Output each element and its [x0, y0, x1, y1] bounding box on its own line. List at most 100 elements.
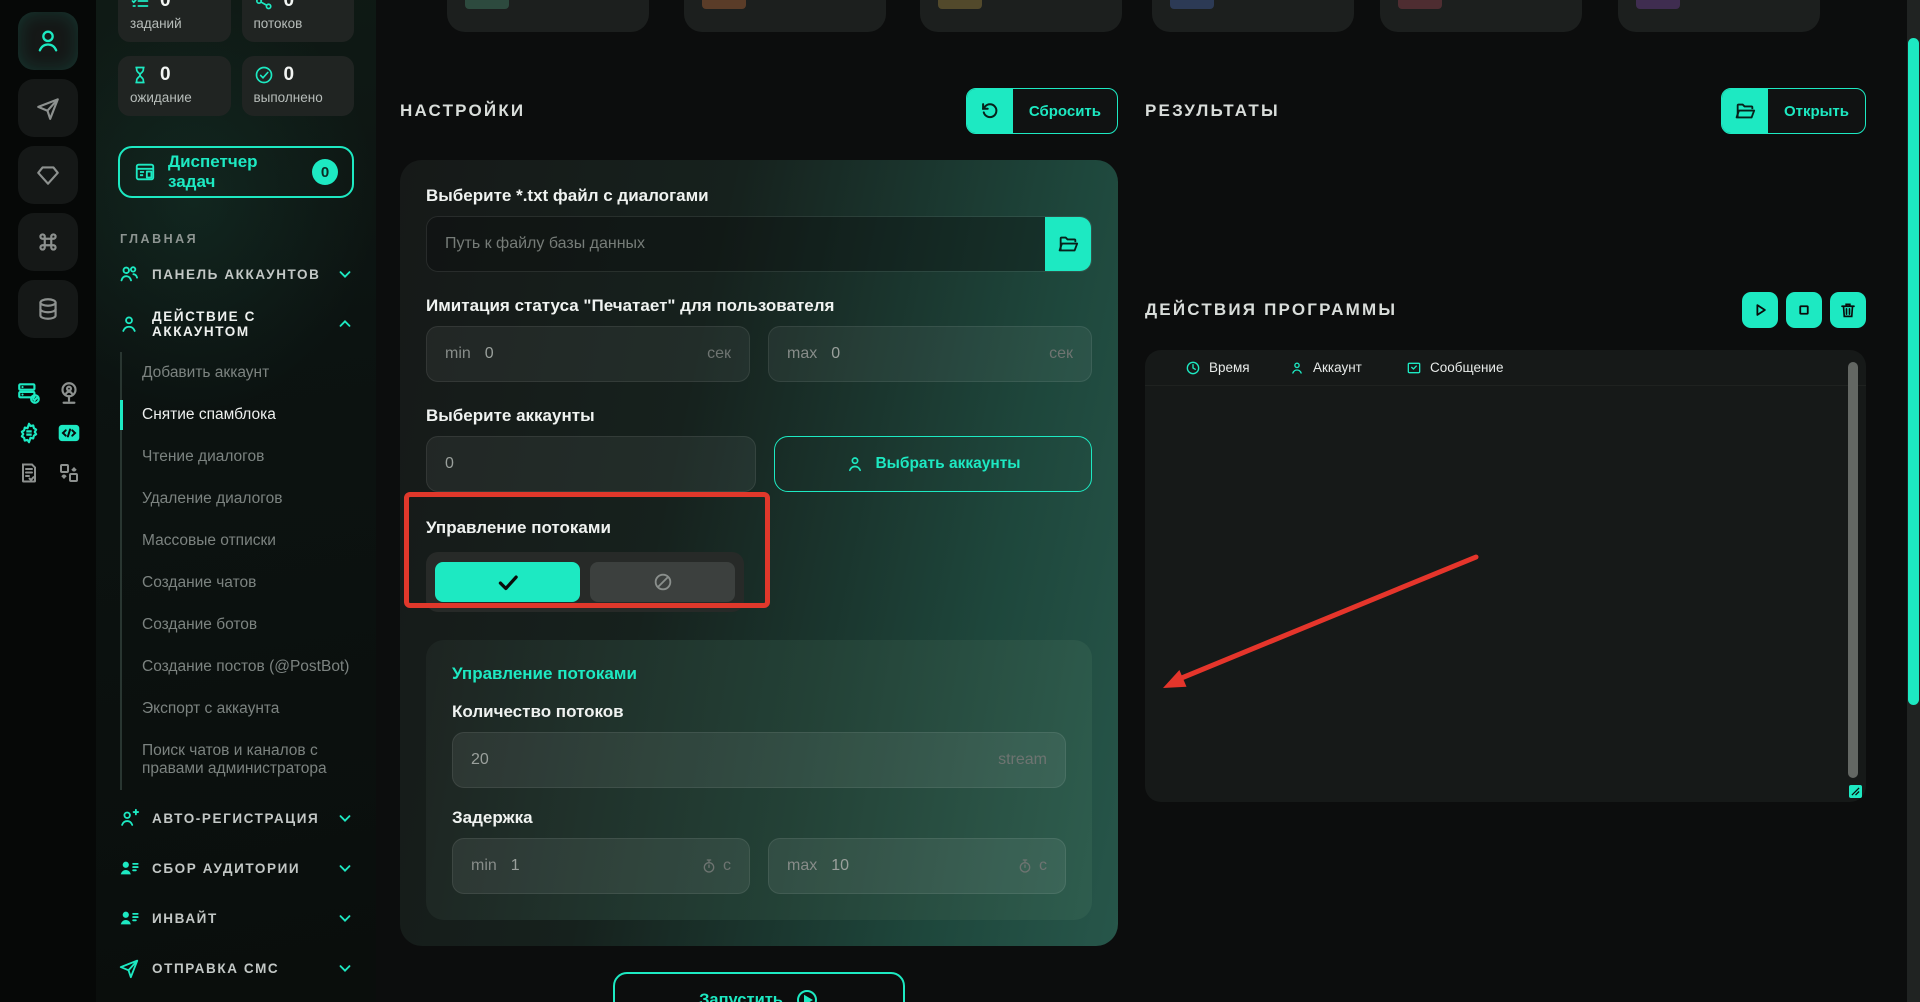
- log-column-time: Время: [1185, 360, 1289, 376]
- log-clear-button[interactable]: [1830, 292, 1866, 328]
- submenu-item-export-account[interactable]: Экспорт с аккаунта: [142, 700, 280, 717]
- user-icon: [34, 27, 62, 55]
- log-resize-handle[interactable]: [1849, 785, 1862, 798]
- rail-database-button[interactable]: [18, 280, 78, 338]
- stat-label: выполнено: [253, 90, 323, 105]
- log-table-header: Время Аккаунт Сообщение: [1145, 350, 1866, 386]
- delay-min-input[interactable]: min 1 с: [452, 838, 750, 894]
- sidebar-group-auto-registration[interactable]: АВТО-РЕГИСТРАЦИЯ: [118, 796, 354, 840]
- code-window-icon[interactable]: [52, 418, 86, 448]
- stat-card-done: 0 выполнено: [241, 56, 354, 116]
- card-tab: [702, 0, 746, 9]
- log-scrollbar-thumb[interactable]: [1848, 362, 1858, 778]
- page-scrollbar-thumb[interactable]: [1908, 38, 1919, 705]
- threads-count-label: Количество потоков: [452, 702, 624, 721]
- submenu-item-create-posts[interactable]: Создание постов (@PostBot): [142, 658, 350, 675]
- run-button[interactable]: Запустить: [613, 972, 905, 1002]
- results-section: РЕЗУЛЬТАТЫ Открыть ДЕЙСТВИЯ ПРОГРАММЫ: [1145, 88, 1866, 802]
- command-icon: [35, 229, 61, 255]
- log-play-button[interactable]: [1742, 292, 1778, 328]
- task-list-icon: [130, 0, 150, 11]
- sidebar-group-accounts-panel[interactable]: ПАНЕЛЬ АККАУНТОВ: [118, 252, 354, 296]
- stat-value: 0: [283, 64, 295, 85]
- file-field-label: Выберите *.txt файл с диалогами: [426, 186, 709, 205]
- select-accounts-button[interactable]: Выбрать аккаунты: [774, 436, 1092, 492]
- browse-file-button[interactable]: [1045, 217, 1091, 271]
- min-value: 0: [484, 345, 494, 362]
- typing-max-input[interactable]: max 0 сек: [768, 326, 1092, 382]
- rail-send-button[interactable]: [18, 79, 78, 137]
- rotate-ccw-icon: [966, 89, 1013, 133]
- swap-icon[interactable]: [52, 458, 86, 488]
- rail-accounts-button[interactable]: [18, 12, 78, 70]
- reset-label: Сбросить: [1028, 102, 1101, 120]
- threads-count-input[interactable]: 20 stream: [452, 732, 1066, 788]
- file-path-input[interactable]: [427, 217, 1045, 271]
- folder-icon: [1721, 89, 1768, 133]
- log-stop-button[interactable]: [1786, 292, 1822, 328]
- stream-suffix: stream: [998, 751, 1047, 768]
- submenu-item-spamblock-removal[interactable]: Снятие спамблока: [120, 394, 354, 436]
- submenu-item-add-account[interactable]: Добавить аккаунт: [142, 364, 270, 381]
- threads-panel-title: Управление потоками: [452, 664, 637, 683]
- sidebar-group-label: ДЕЙСТВИЕ С АККАУНТОМ: [152, 309, 256, 339]
- diamond-icon: [35, 162, 61, 188]
- stat-value: 0: [283, 0, 295, 11]
- gear-icon[interactable]: [12, 418, 46, 448]
- sidebar-group-audience-collect[interactable]: СБОР АУДИТОРИИ: [118, 846, 354, 890]
- log-column-label: Время: [1209, 360, 1250, 375]
- seconds-suffix: сек: [1049, 345, 1073, 362]
- delay-label: Задержка: [452, 808, 533, 827]
- reset-button[interactable]: Сбросить: [965, 88, 1118, 134]
- submenu-item-delete-dialogs[interactable]: Удаление диалогов: [142, 490, 283, 507]
- task-manager-label: Диспетчер задач: [168, 152, 258, 191]
- threads-toggle-on[interactable]: [435, 562, 580, 602]
- submenu-item-mass-unsubscribe[interactable]: Массовые отписки: [142, 532, 276, 549]
- nav-section-label: ГЛАВНАЯ: [120, 232, 199, 246]
- user-icon: [845, 454, 865, 474]
- database-icon: [35, 296, 61, 322]
- submenu-item-create-bots[interactable]: Создание ботов: [142, 616, 258, 633]
- sidebar-group-label: ОТПРАВКА СМС: [152, 960, 280, 976]
- threads-toggle-off[interactable]: [590, 562, 735, 602]
- open-results-button[interactable]: Открыть: [1720, 88, 1866, 134]
- folder-icon: [1057, 233, 1079, 255]
- submenu-item-search-admin-chats[interactable]: Поиск чатов и каналов с правами админист…: [142, 742, 327, 777]
- delay-max-input[interactable]: max 10 с: [768, 838, 1066, 894]
- clock-icon: [1185, 360, 1201, 376]
- page-scrollbar-track[interactable]: [1907, 0, 1920, 1002]
- top-card: [1618, 0, 1820, 32]
- user-list-icon: [118, 907, 140, 929]
- server-check-icon[interactable]: [12, 378, 46, 408]
- typing-min-input[interactable]: min 0 сек: [426, 326, 750, 382]
- task-manager-button[interactable]: Диспетчер задач 0: [118, 146, 354, 198]
- sidebar-group-account-actions[interactable]: ДЕЙСТВИЕ С АККАУНТОМ: [118, 302, 354, 346]
- mail-icon: [1406, 360, 1422, 376]
- person-camera-icon[interactable]: [52, 378, 86, 408]
- log-column-label: Сообщение: [1430, 360, 1504, 375]
- share-icon: [254, 0, 274, 11]
- threads-toggle-label: Управление потоками: [426, 518, 611, 537]
- stat-value: 0: [160, 64, 171, 85]
- sidebar-group-send-sms[interactable]: ОТПРАВКА СМС: [118, 946, 354, 990]
- rail-premium-button[interactable]: [18, 146, 78, 204]
- document-check-icon[interactable]: [12, 458, 46, 488]
- chevron-down-icon: [336, 265, 354, 283]
- user-list-icon: [118, 857, 140, 879]
- chevron-up-icon: [336, 315, 354, 333]
- stats-grid: 0 заданий 0 потоков 0 ожидани: [118, 0, 354, 116]
- submenu-item-read-dialogs[interactable]: Чтение диалогов: [142, 448, 265, 465]
- seconds-suffix: с: [723, 857, 731, 874]
- stat-card-waiting: 0 ожидание: [118, 56, 231, 116]
- sidebar-group-invite[interactable]: ИНВАЙТ: [118, 896, 354, 940]
- max-value: 0: [831, 345, 841, 362]
- submenu-item-create-chats[interactable]: Создание чатов: [142, 574, 257, 591]
- chevron-down-icon: [336, 959, 354, 977]
- rail-command-button[interactable]: [18, 213, 78, 271]
- delay-min-value: 1: [510, 857, 520, 874]
- accounts-count-input[interactable]: 0: [426, 436, 756, 492]
- top-card: [684, 0, 886, 32]
- people-icon: [118, 263, 140, 285]
- icon-rail: [0, 0, 96, 1002]
